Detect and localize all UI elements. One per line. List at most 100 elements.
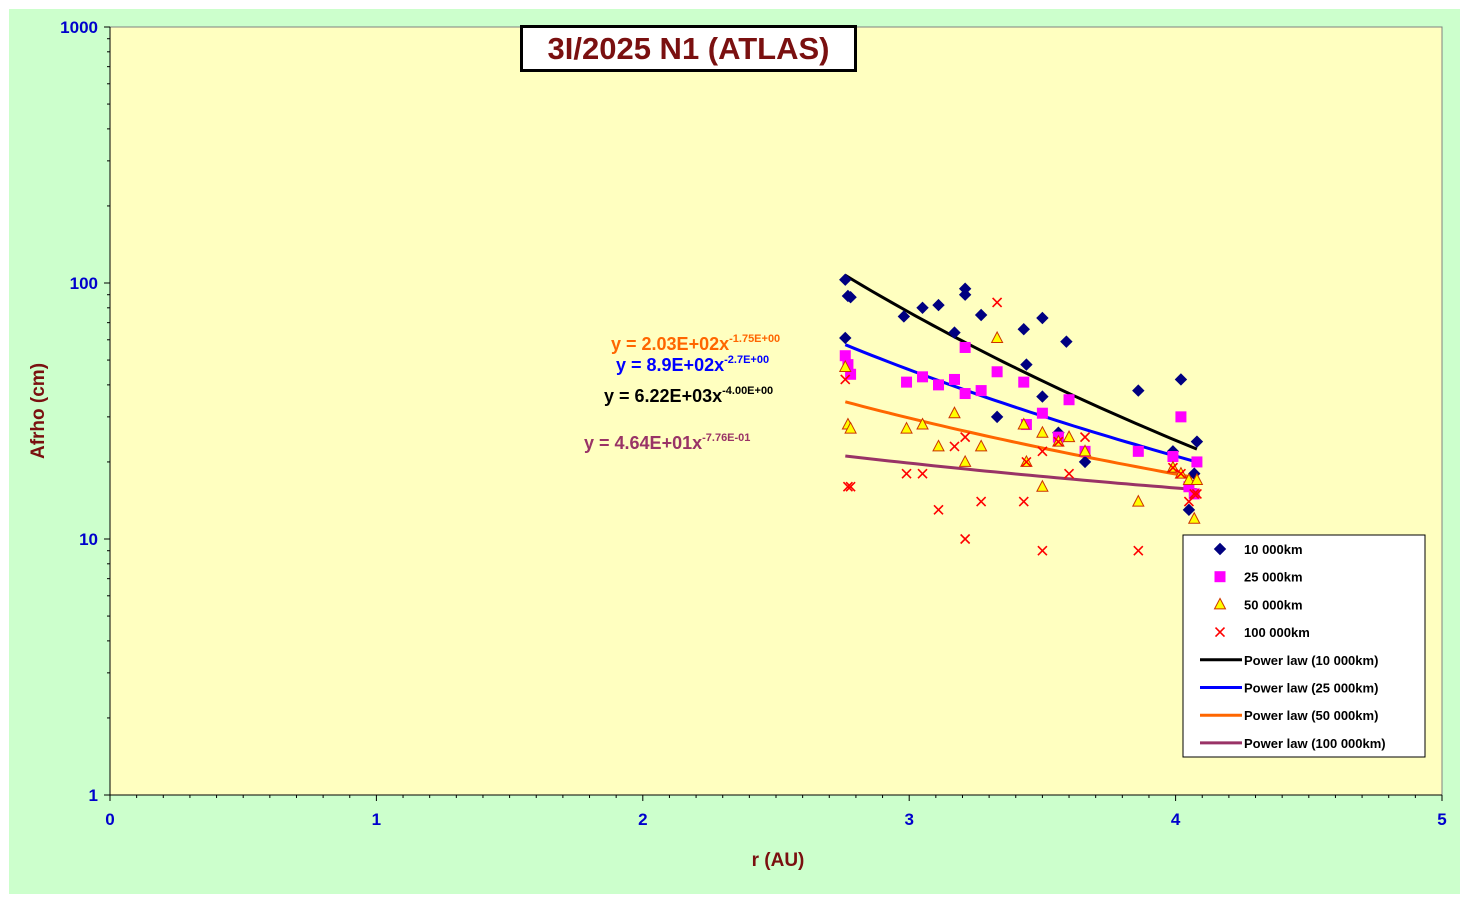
data-point	[842, 481, 853, 492]
cross-stroke	[1167, 462, 1179, 473]
legend-item: 10 000km	[1213, 542, 1303, 557]
data-point	[1132, 384, 1145, 397]
data-point	[990, 330, 1004, 343]
data-point	[917, 468, 928, 479]
data-point	[1036, 425, 1049, 438]
cross-stroke	[1191, 488, 1202, 499]
data-point	[1189, 488, 1200, 499]
y-tick-label: 10	[79, 530, 98, 549]
data-point	[1018, 496, 1029, 507]
legend-box	[1182, 534, 1426, 758]
cross-stroke	[845, 481, 856, 492]
cross-stroke	[1189, 488, 1200, 499]
cross-stroke	[917, 468, 928, 479]
cross-stroke	[960, 432, 971, 443]
data-points	[838, 273, 1204, 556]
y-tick-label: 1000	[60, 18, 98, 37]
data-point	[1060, 335, 1073, 348]
legend: 10 000km 25 000km 50 000km 100 000km Power l…	[1182, 534, 1426, 758]
legend-item: Power law (100 000km)	[1200, 736, 1386, 751]
chart-title: 3I/2025 N1 (ATLAS)	[520, 25, 857, 72]
cross-stroke	[949, 441, 960, 452]
data-point	[1182, 503, 1196, 517]
legend-item: 25 000km	[1214, 570, 1303, 585]
data-point	[1062, 430, 1076, 443]
cross-stroke	[1183, 496, 1194, 507]
y-axis-title: Afrho (cm)	[28, 363, 49, 459]
data-point	[992, 297, 1003, 308]
data-point	[975, 385, 987, 397]
data-point	[1183, 481, 1195, 493]
data-point	[1190, 472, 1204, 486]
data-point	[948, 373, 960, 385]
data-point	[842, 359, 854, 371]
data-point	[1021, 456, 1032, 468]
data-point	[1017, 322, 1030, 336]
data-point	[1133, 545, 1144, 556]
x-tick-label: 1	[372, 810, 381, 829]
x-tick-label: 3	[904, 810, 913, 829]
data-point	[1131, 494, 1145, 507]
trendline	[845, 454, 1198, 492]
trendline-equation: y = 6.22E+03x-4.00E+00	[604, 385, 773, 406]
y-tick-label: 100	[70, 274, 98, 293]
data-point	[976, 496, 987, 507]
data-point	[1187, 511, 1201, 524]
trendline	[844, 400, 1198, 480]
data-point	[958, 288, 972, 301]
data-point	[991, 366, 1003, 378]
data-point	[845, 368, 857, 380]
data-point	[932, 298, 945, 312]
trendline-equation: y = 4.64E+01x-7.76E-01	[584, 432, 750, 453]
data-point	[974, 439, 988, 452]
legend-label: 10 000km	[1244, 542, 1303, 557]
data-point	[844, 421, 857, 434]
trendline-equations: y = 2.03E+02x-1.75E+00y = 8.9E+02x-2.7E+…	[584, 333, 780, 453]
data-point	[844, 291, 857, 304]
x-tick-label: 0	[105, 810, 114, 829]
data-point	[958, 454, 972, 467]
legend-marker	[1213, 597, 1227, 610]
x-tick-label: 4	[1171, 810, 1181, 829]
data-point	[1036, 390, 1049, 403]
data-point	[1190, 435, 1204, 448]
cross-stroke	[976, 496, 987, 507]
series-triangle	[838, 330, 1204, 524]
data-point	[1175, 411, 1187, 423]
data-point	[1037, 545, 1048, 556]
data-point	[1078, 455, 1092, 469]
legend-marker	[1213, 542, 1227, 556]
legend-label: 25 000km	[1244, 570, 1303, 585]
data-point	[960, 533, 971, 545]
data-point	[839, 350, 851, 362]
data-point	[1018, 376, 1030, 388]
trendline-equation: y = 8.9E+02x-2.7E+00	[616, 354, 769, 375]
cross-stroke	[960, 533, 971, 545]
legend-item: 50 000km	[1213, 597, 1303, 612]
legend-label: Power law (50 000km)	[1244, 708, 1378, 723]
data-point	[1063, 468, 1075, 479]
cross-stroke	[1175, 468, 1186, 479]
legend-label: Power law (25 000km)	[1244, 681, 1378, 696]
legend-label: 50 000km	[1244, 597, 1303, 612]
data-point	[1183, 496, 1194, 507]
cross-stroke	[1037, 545, 1048, 556]
data-point	[845, 481, 856, 492]
data-point	[839, 273, 852, 286]
data-point	[901, 376, 913, 388]
cross-stroke	[1021, 456, 1032, 468]
cross-stroke	[901, 468, 912, 479]
trendline-equation: y = 2.03E+02x-1.75E+00	[611, 333, 780, 354]
cross-stroke	[842, 481, 853, 492]
x-tick-label: 2	[638, 810, 647, 829]
data-point	[916, 301, 929, 315]
data-point	[932, 439, 945, 452]
legend-label: Power law (100 000km)	[1244, 736, 1386, 751]
cross-stroke	[992, 297, 1003, 308]
cross-stroke	[1079, 432, 1091, 443]
data-point	[1020, 358, 1033, 371]
data-point	[900, 421, 913, 434]
data-point	[838, 359, 852, 372]
data-point	[901, 468, 912, 479]
data-point	[1191, 456, 1203, 468]
